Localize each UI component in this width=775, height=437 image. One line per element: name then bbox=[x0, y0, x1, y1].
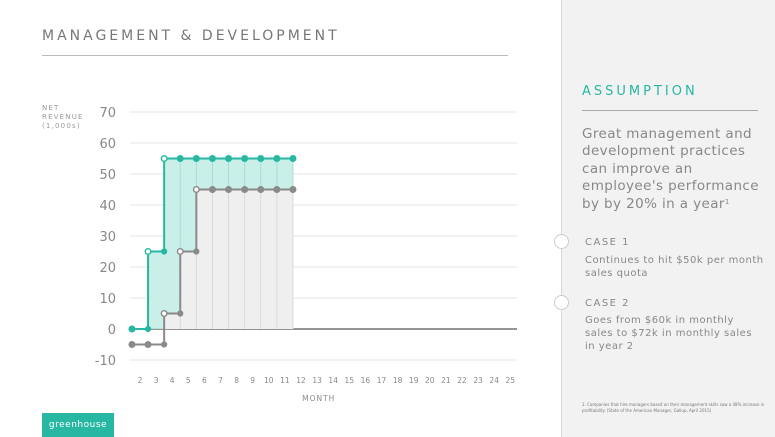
x-tick-label: 15 bbox=[345, 376, 355, 385]
slide-title: MANAGEMENT & DEVELOPMENT bbox=[42, 28, 340, 44]
case-2-point bbox=[208, 185, 216, 193]
x-tick-label: 6 bbox=[202, 376, 207, 385]
x-tick-label: 4 bbox=[170, 376, 175, 385]
x-tick-label: 16 bbox=[361, 376, 371, 385]
case-2-text: Goes from $60k in monthly sales to $72k … bbox=[585, 315, 753, 352]
case-1-point bbox=[144, 247, 152, 255]
case-1-point bbox=[289, 154, 297, 162]
y-tick-label: 30 bbox=[99, 230, 116, 245]
x-tick-label: 17 bbox=[377, 376, 387, 385]
x-tick-label: 21 bbox=[441, 376, 451, 385]
case-1-point bbox=[273, 154, 281, 162]
y-tick-label: 20 bbox=[99, 261, 116, 276]
case-2-point bbox=[273, 185, 281, 193]
x-tick-label: 24 bbox=[489, 376, 499, 385]
y-tick-label: 60 bbox=[99, 137, 116, 152]
case-2-point bbox=[257, 185, 265, 193]
slide-main: MANAGEMENT & DEVELOPMENT NET REVENUE (1,00… bbox=[42, 28, 517, 437]
x-tick-label: 20 bbox=[425, 376, 435, 385]
greenhouse-logo: greenhouse bbox=[42, 413, 114, 437]
x-tick-label: 2 bbox=[138, 376, 143, 385]
footnote-marker: 1 bbox=[724, 197, 730, 206]
x-tick-label: 11 bbox=[280, 376, 290, 385]
case-1-point bbox=[257, 154, 265, 162]
y-axis-label-line: (1,000s) bbox=[42, 122, 81, 130]
assumption-divider bbox=[582, 110, 758, 111]
x-tick-label: 3 bbox=[154, 376, 159, 385]
footnote: 1. Companies that hire managers based on… bbox=[582, 402, 765, 413]
case-2-title: CASE 2 bbox=[585, 298, 631, 309]
x-tick-label: 5 bbox=[186, 376, 191, 385]
x-tick-label: 14 bbox=[328, 376, 338, 385]
case-1-point bbox=[176, 154, 184, 162]
case-1-point bbox=[128, 325, 136, 333]
assumption-panel: ASSUMPTION Great management and developm… bbox=[554, 0, 775, 437]
case-1-point bbox=[160, 154, 168, 162]
case-2-point bbox=[241, 185, 249, 193]
case-2-point bbox=[160, 310, 168, 318]
x-axis-label: MONTH bbox=[302, 394, 335, 403]
case-1-point bbox=[161, 248, 168, 255]
case-2-point bbox=[289, 185, 297, 193]
y-tick-label: 0 bbox=[108, 323, 116, 338]
y-tick-label: 70 bbox=[99, 106, 116, 121]
case-2-point bbox=[193, 248, 200, 255]
case-2-point bbox=[176, 247, 184, 255]
x-tick-label: 9 bbox=[250, 376, 255, 385]
y-tick-label: 40 bbox=[99, 199, 116, 214]
y-axis-label: NET REVENUE (1,000s) bbox=[42, 104, 84, 131]
y-tick-label: 50 bbox=[99, 168, 116, 183]
x-tick-label: 7 bbox=[218, 376, 223, 385]
case-2-point bbox=[192, 185, 200, 193]
x-tick-label: 8 bbox=[234, 376, 239, 385]
case-1-point bbox=[225, 154, 233, 162]
x-tick-label: 12 bbox=[296, 376, 306, 385]
case-1-marker bbox=[554, 234, 569, 249]
x-tick-label: 22 bbox=[457, 376, 467, 385]
x-tick-label: 25 bbox=[506, 376, 516, 385]
case-2-marker bbox=[554, 295, 569, 310]
case-1-area bbox=[131, 158, 293, 329]
assumption-body: Great management and development practic… bbox=[582, 126, 759, 212]
y-axis-label-line: REVENUE bbox=[42, 113, 84, 121]
assumption-heading: ASSUMPTION bbox=[582, 84, 698, 99]
case-2-point bbox=[225, 185, 233, 193]
case-2-point bbox=[177, 310, 184, 317]
case-2-point bbox=[144, 341, 152, 349]
case-1-title: CASE 1 bbox=[585, 237, 631, 248]
x-tick-label: 23 bbox=[473, 376, 483, 385]
case-1-point bbox=[192, 154, 200, 162]
x-tick-label: 13 bbox=[312, 376, 322, 385]
title-divider bbox=[42, 55, 508, 56]
assumption-text: Great management and development practic… bbox=[582, 126, 762, 213]
x-tick-label: 10 bbox=[264, 376, 274, 385]
x-tick-label: 18 bbox=[393, 376, 403, 385]
x-tick-label: 19 bbox=[409, 376, 419, 385]
case-2-point bbox=[128, 341, 136, 349]
y-tick-label: -10 bbox=[95, 354, 116, 369]
case-1-point bbox=[241, 154, 249, 162]
case-2-point bbox=[161, 341, 168, 348]
case-1-point bbox=[208, 154, 216, 162]
case-1-text: Continues to hit $50k per month sales qu… bbox=[585, 255, 764, 279]
case-1-point bbox=[144, 325, 152, 333]
y-tick-label: 10 bbox=[99, 292, 116, 307]
y-axis-label-line: NET bbox=[42, 104, 60, 112]
